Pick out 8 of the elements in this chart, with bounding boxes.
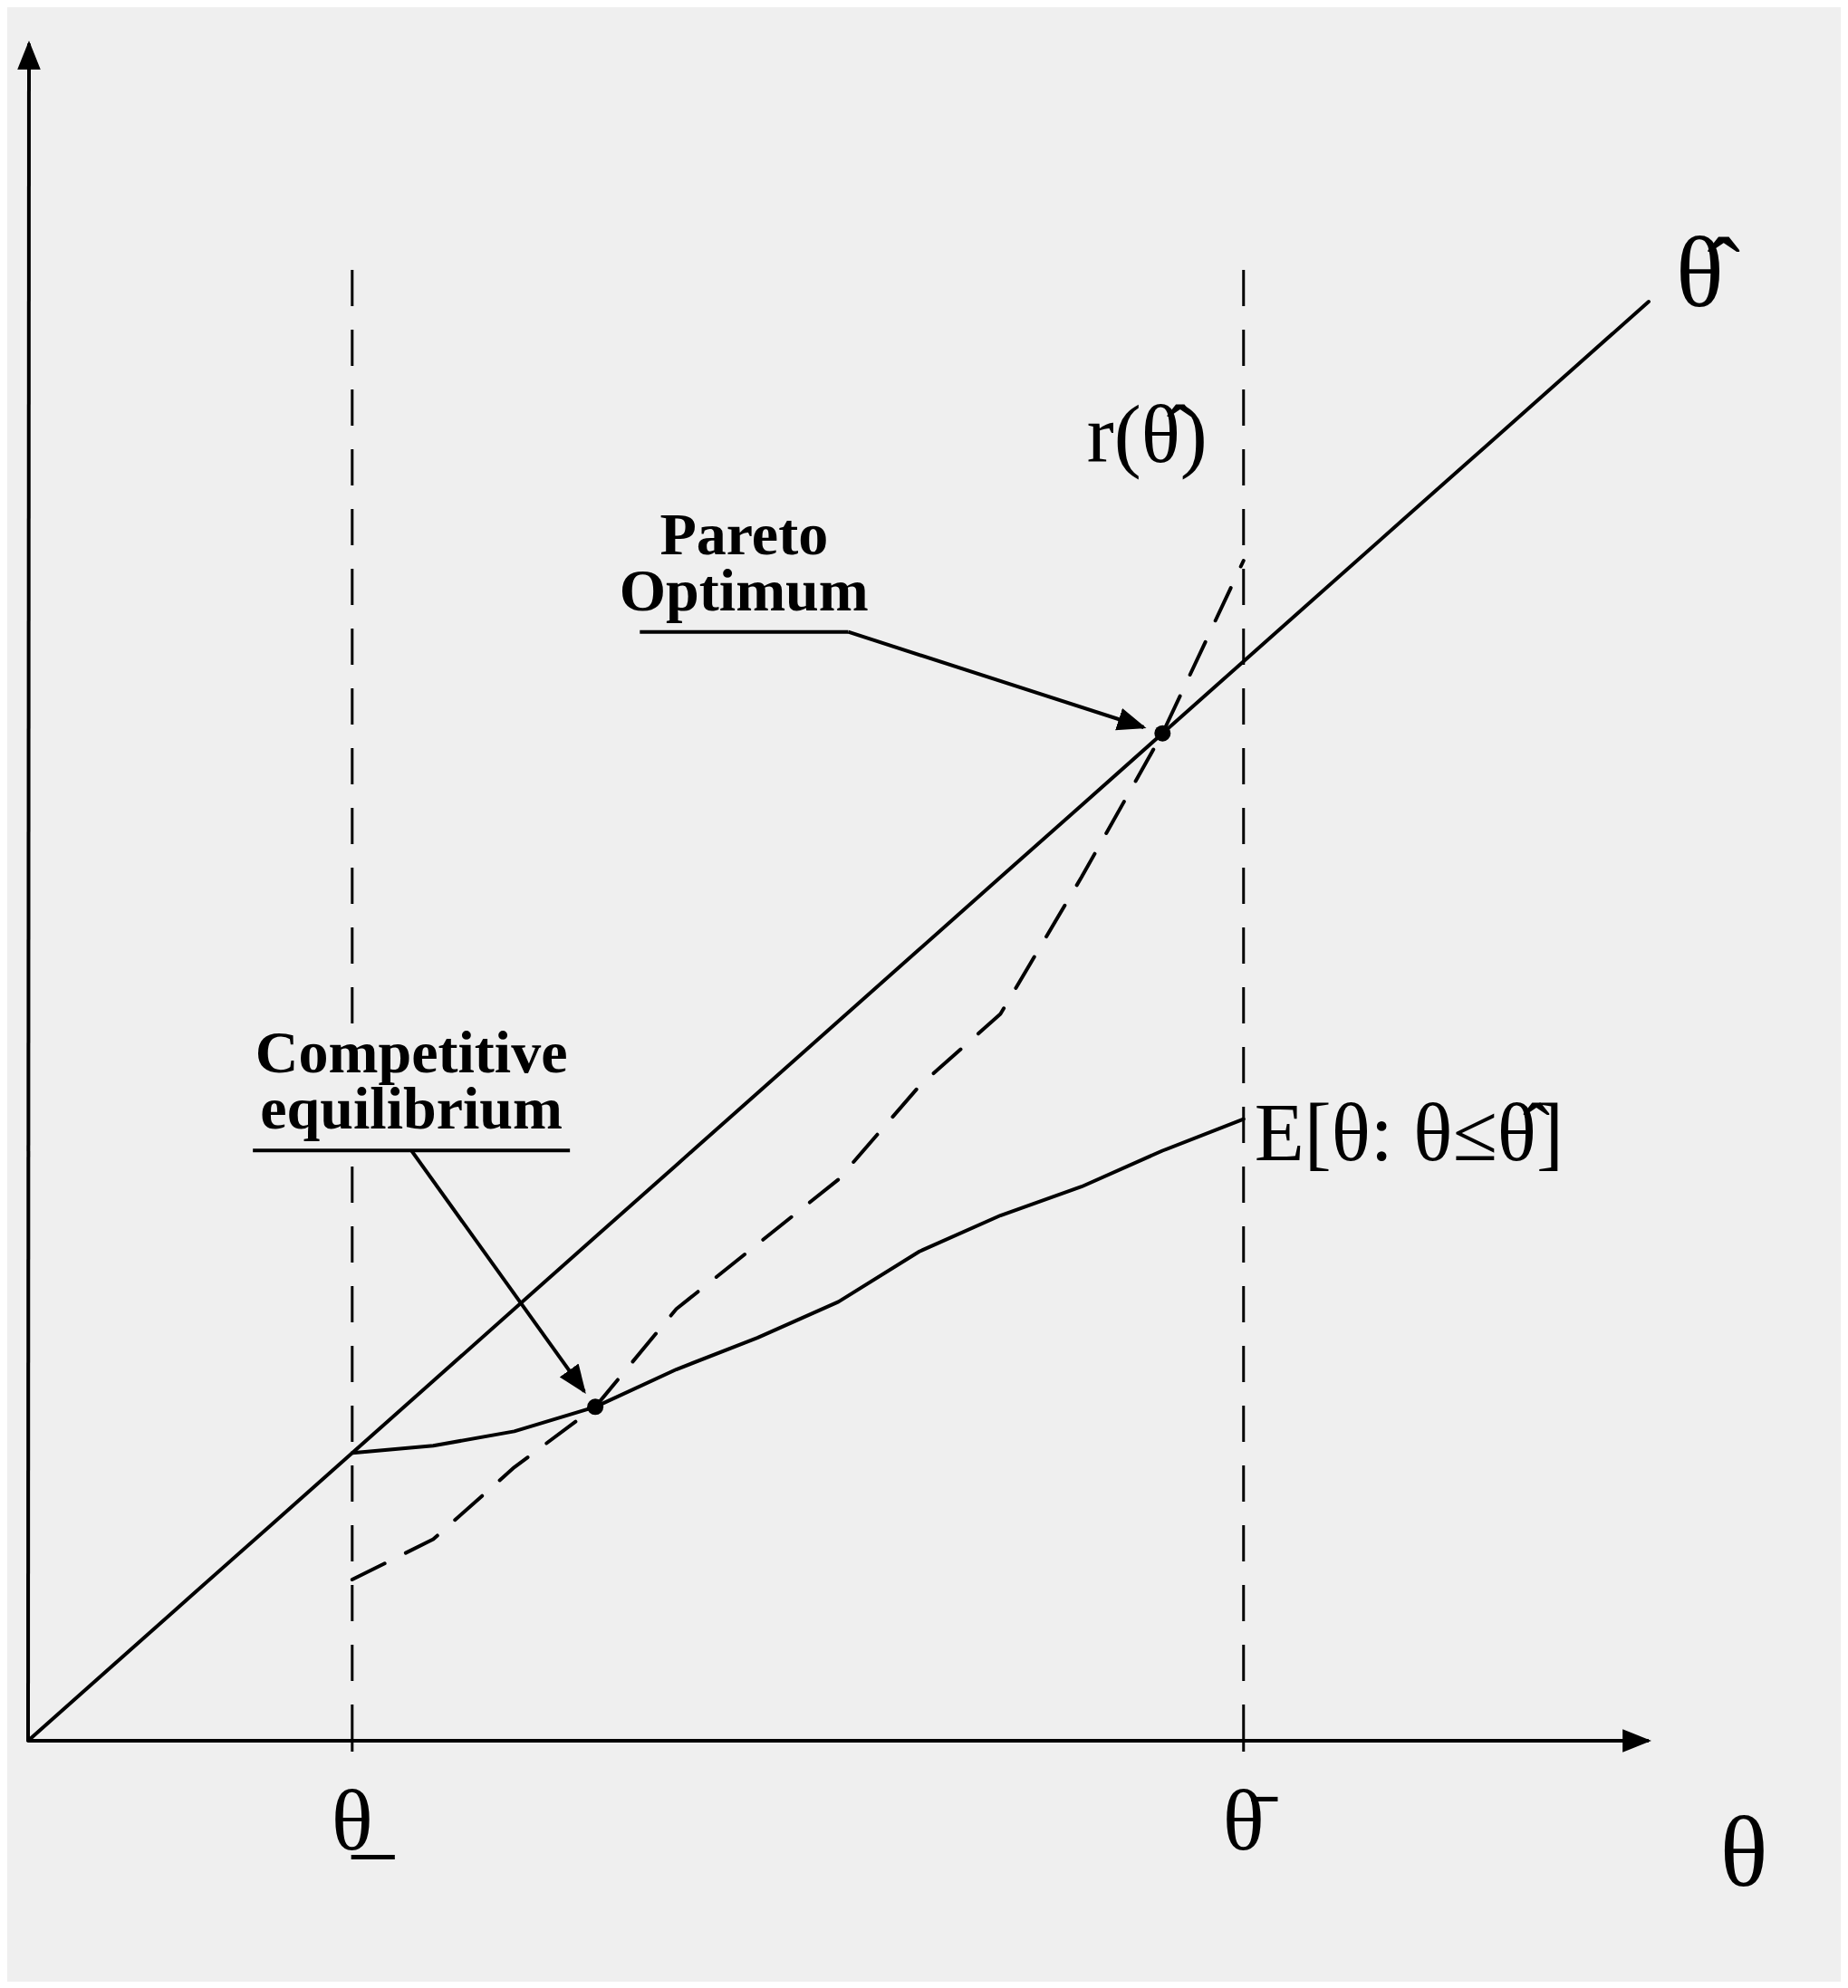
x-tick-label: θ̄ <box>1222 1772 1278 1868</box>
annotation: Pareto Optimum <box>619 500 869 623</box>
series-label: θ̂ <box>1676 217 1740 329</box>
series-label: r(θ̂) <box>1086 389 1208 480</box>
series-label: E[θ: θ≤θ̂] <box>1254 1088 1564 1178</box>
x-tick-label: θ̲ <box>331 1772 396 1868</box>
x-axis-title: θ <box>1719 1797 1768 1907</box>
annotation: Competitive equilibrium <box>255 1019 568 1142</box>
